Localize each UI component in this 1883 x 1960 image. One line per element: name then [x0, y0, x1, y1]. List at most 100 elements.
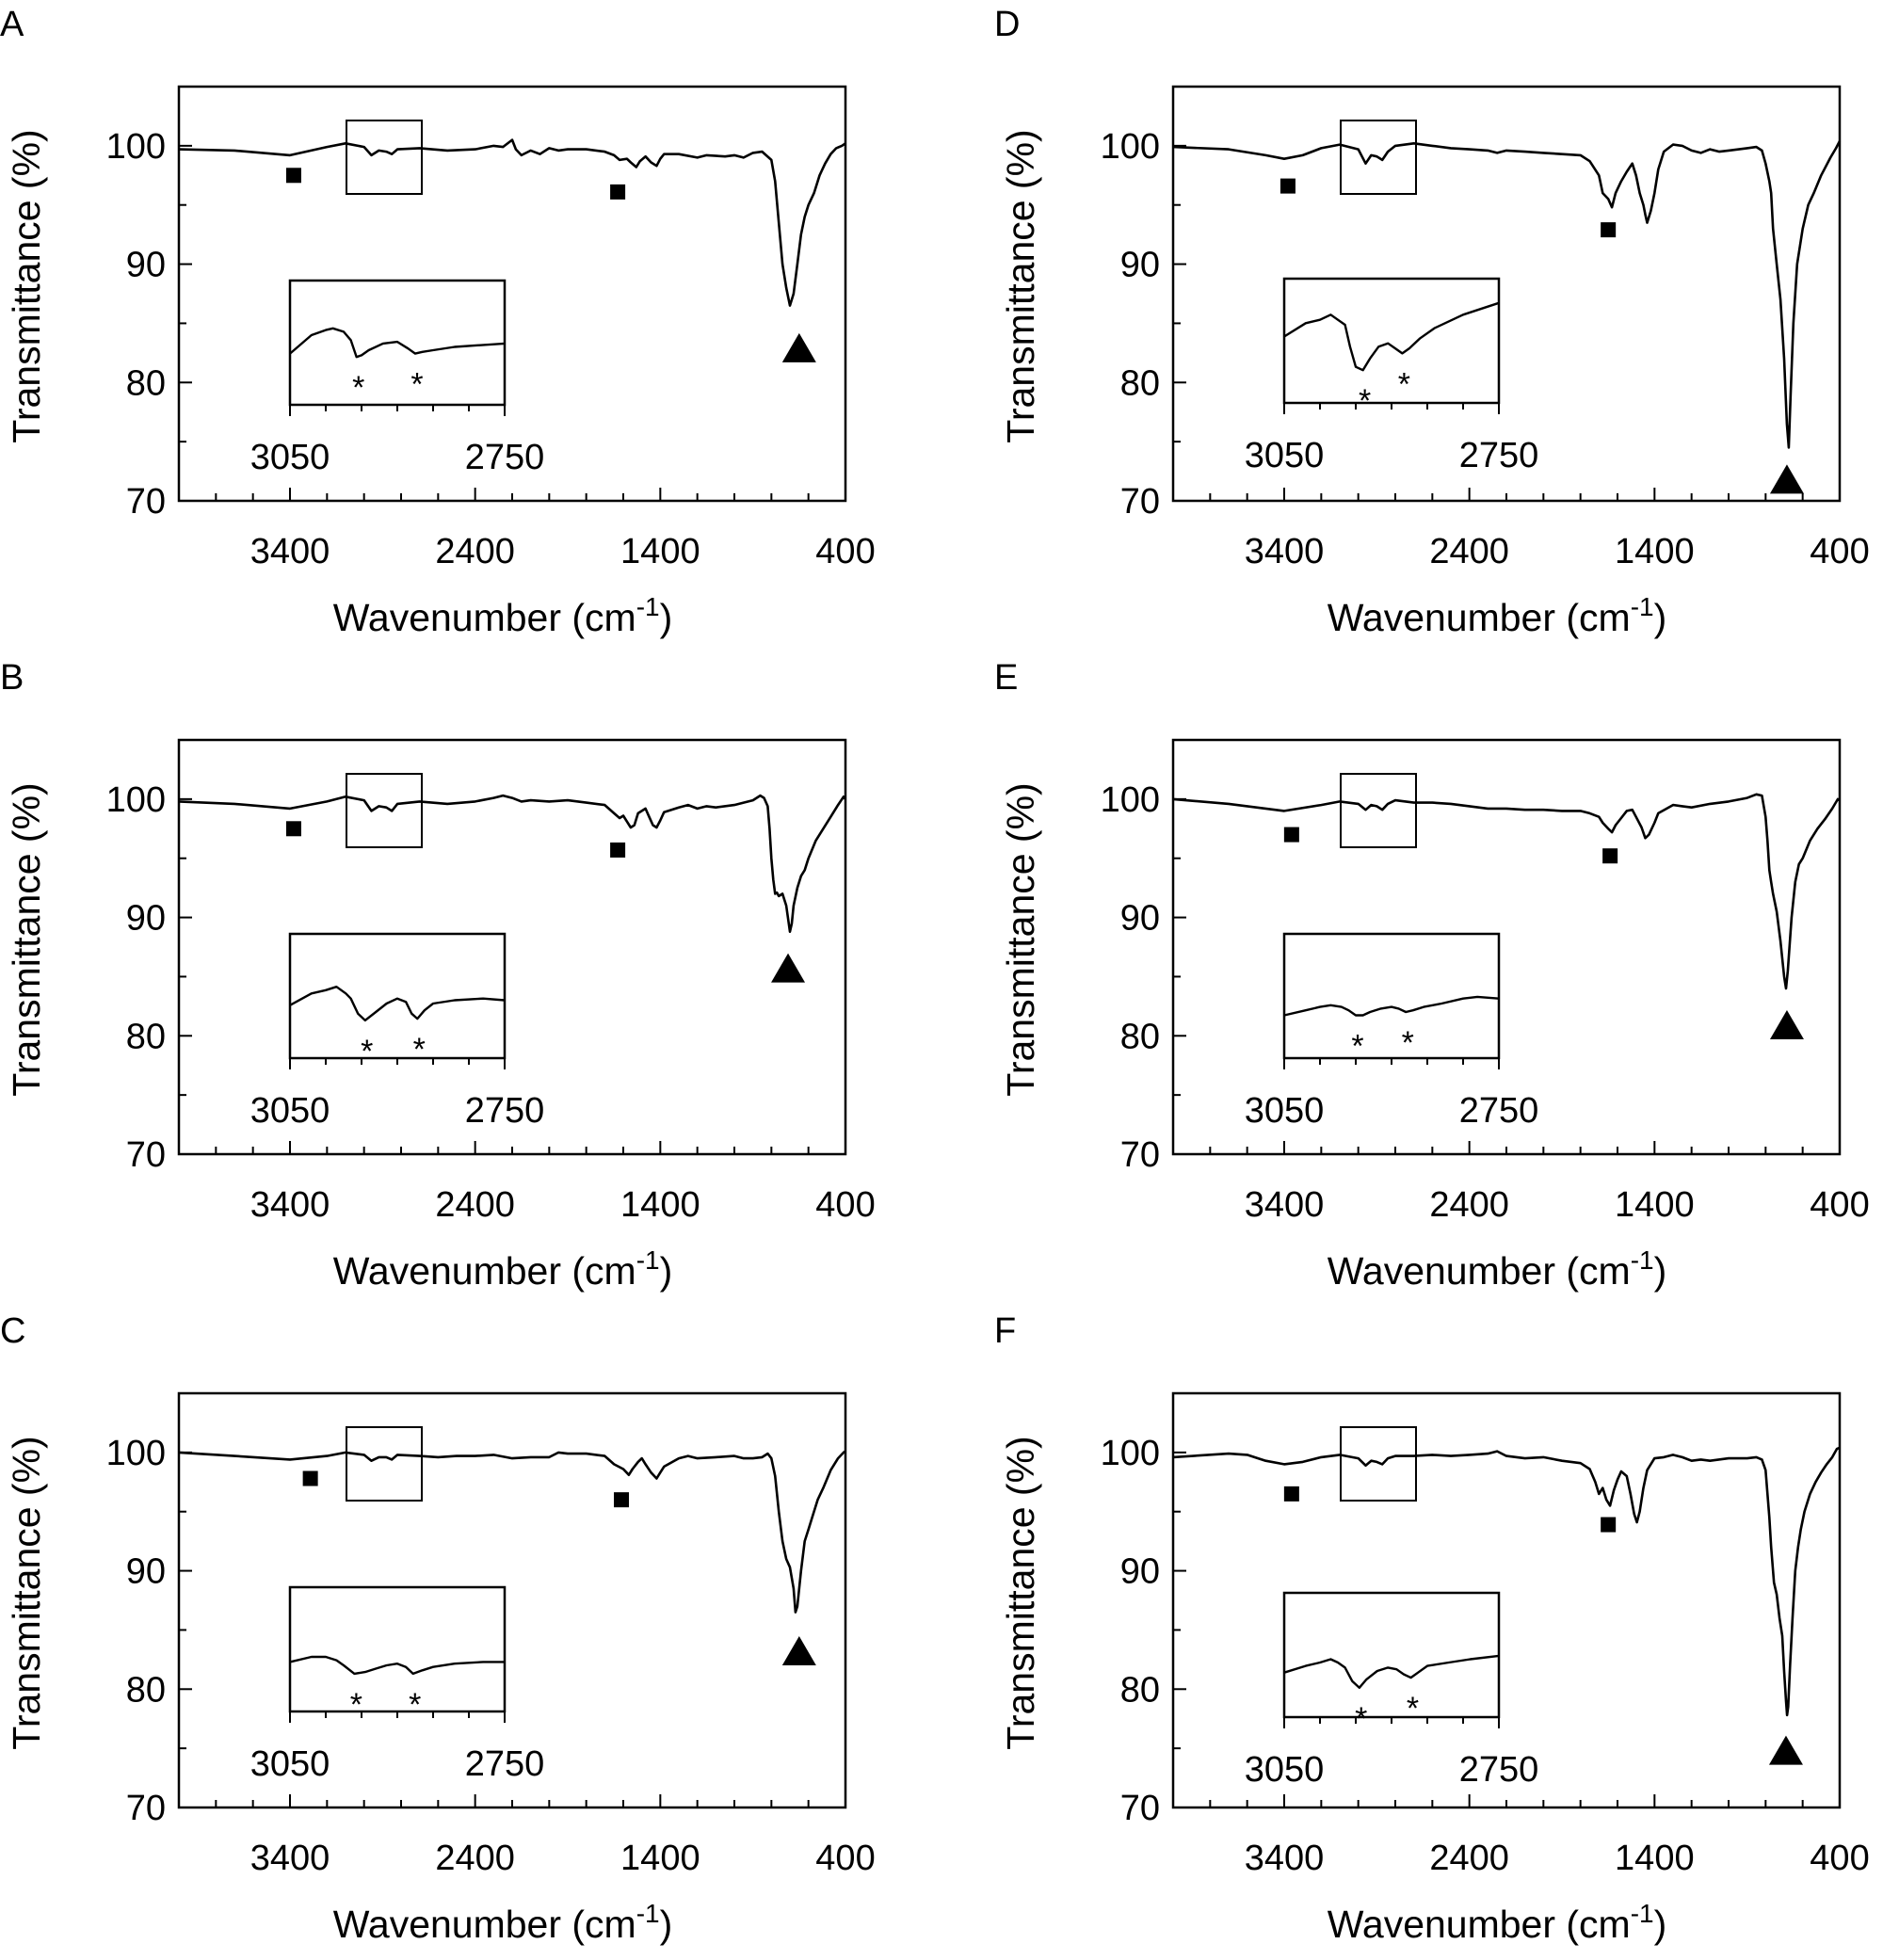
square-marker	[285, 821, 301, 837]
x-axis-label-main: Wavenumber (cm	[333, 596, 636, 639]
panel-a: A 70 80 90 100 3400 2400 1400 400 Wavenumber (cm-…	[0, 5, 876, 639]
inset-asterisk: *	[1402, 1025, 1414, 1061]
triangle-marker	[781, 1636, 816, 1666]
inset-line	[1283, 301, 1500, 372]
x-axis-label-main: Wavenumber (cm	[1328, 596, 1631, 639]
x-tick-label: 3400	[250, 532, 330, 571]
square-marker	[1601, 222, 1617, 238]
inset-frame	[288, 1585, 507, 1713]
y-tick-label: 80	[126, 1017, 166, 1056]
y-tick-label: 100	[1101, 127, 1160, 167]
inset-asterisk: *	[352, 370, 364, 406]
triangle-marker	[1769, 1009, 1804, 1039]
y-tick-label: 90	[126, 246, 166, 285]
y-axis-label: Transmittance (%)	[5, 129, 48, 442]
zoom-box	[1340, 120, 1417, 195]
x-tick-label: 2400	[1429, 1839, 1509, 1878]
panel-label: A	[0, 5, 24, 44]
x-tick-label: 2400	[435, 1839, 515, 1878]
x-axis-label: Wavenumber (cm-1)	[1328, 592, 1667, 639]
x-axis-label-main: Wavenumber (cm	[333, 1903, 636, 1946]
inset-asterisk: *	[1398, 366, 1410, 402]
inset-frame	[1282, 932, 1501, 1060]
y-tick-label: 80	[126, 1670, 166, 1710]
y-tick-label: 90	[1120, 246, 1160, 285]
inset-x-tick-label: 2750	[465, 1091, 545, 1131]
inset-line	[289, 327, 506, 359]
triangle-marker	[1768, 1735, 1803, 1765]
x-axis-label-close: )	[660, 1249, 673, 1293]
inset-x-tick-label: 2750	[465, 1744, 545, 1784]
inset-x-tick-label: 2750	[1459, 1091, 1539, 1131]
square-marker	[610, 184, 626, 200]
x-tick-label: 1400	[1615, 1185, 1695, 1225]
x-axis-label: Wavenumber (cm-1)	[1328, 1899, 1667, 1946]
x-axis-label-main: Wavenumber (cm	[333, 1249, 636, 1293]
y-tick-label: 80	[1120, 1670, 1160, 1710]
inset-asterisk: *	[1407, 1691, 1419, 1727]
x-axis-label-close: )	[660, 1903, 673, 1946]
zoom-box	[346, 773, 423, 848]
zoom-box	[1340, 773, 1417, 848]
y-tick-label: 80	[126, 363, 166, 403]
x-tick-label: 2400	[435, 1185, 515, 1225]
inset: 3050 2750 * *	[1245, 277, 1539, 475]
inset-frame	[1282, 1591, 1501, 1719]
square-marker	[1602, 848, 1618, 864]
inset-asterisk: *	[350, 1687, 362, 1723]
x-tick-label: 1400	[620, 1839, 700, 1878]
y-tick-label: 100	[106, 1434, 166, 1473]
x-tick-label: 3400	[1245, 1185, 1325, 1225]
panel-label: D	[994, 5, 1020, 44]
y-tick-label: 100	[106, 780, 166, 820]
x-tick-label: 2400	[1429, 1185, 1509, 1225]
inset: 3050 2750 * *	[1245, 1591, 1538, 1790]
y-tick-label: 70	[1120, 1789, 1160, 1828]
inset: 3050 2750 * *	[250, 279, 545, 477]
inset-asterisk: *	[1351, 1029, 1363, 1065]
square-marker	[610, 842, 626, 858]
zoom-box	[346, 120, 423, 195]
x-tick-label: 2400	[1429, 532, 1509, 571]
x-tick-label: 1400	[1615, 532, 1695, 571]
inset-x-tick-label: 2750	[465, 438, 545, 477]
inset: 3050 2750 * *	[1245, 932, 1539, 1131]
y-tick-label: 70	[1120, 482, 1160, 522]
x-axis-label: Wavenumber (cm-1)	[333, 1245, 673, 1293]
y-tick-label: 80	[1120, 363, 1160, 403]
x-tick-label: 400	[1810, 1185, 1869, 1225]
x-axis-label-close: )	[660, 596, 673, 639]
x-tick-label: 400	[815, 1839, 875, 1878]
panel-f: F 70 80 90 100 3400 2400 1400 400 Wavenumber (cm-…	[994, 1311, 1870, 1946]
x-axis-label: Wavenumber (cm-1)	[333, 592, 673, 639]
square-marker	[1601, 1517, 1617, 1533]
inset-x-tick-label: 3050	[250, 1091, 330, 1131]
spectrum-line	[1172, 1446, 1841, 1717]
x-axis-label-superscript: -1	[636, 1245, 660, 1275]
x-tick-label: 3400	[1245, 532, 1325, 571]
x-axis-label-close: )	[1654, 1903, 1667, 1946]
x-tick-label: 1400	[620, 1185, 700, 1225]
inset-x-tick-label: 2750	[1459, 436, 1539, 475]
y-axis-label: Transmittance (%)	[999, 782, 1042, 1096]
y-tick-label: 90	[126, 899, 166, 939]
x-tick-label: 1400	[1615, 1839, 1695, 1878]
inset-asterisk: *	[410, 367, 423, 403]
inset-x-tick-label: 3050	[250, 1744, 330, 1784]
triangle-marker	[771, 953, 806, 983]
y-tick-label: 100	[1101, 1434, 1160, 1473]
y-tick-label: 90	[1120, 899, 1160, 939]
x-axis-label-superscript: -1	[1631, 1899, 1654, 1928]
spectrum-line	[1172, 140, 1842, 449]
square-marker	[614, 1492, 630, 1508]
x-axis-label-main: Wavenumber (cm	[1328, 1249, 1631, 1293]
spectrum-line	[178, 794, 847, 933]
y-axis-label: Transmittance (%)	[5, 1436, 48, 1749]
x-tick-label: 2400	[435, 532, 515, 571]
x-tick-label: 1400	[620, 532, 700, 571]
inset-x-tick-label: 3050	[250, 438, 330, 477]
x-axis-label-main: Wavenumber (cm	[1328, 1903, 1631, 1946]
y-tick-label: 90	[126, 1552, 166, 1592]
y-axis-label: Transmittance (%)	[5, 782, 48, 1096]
